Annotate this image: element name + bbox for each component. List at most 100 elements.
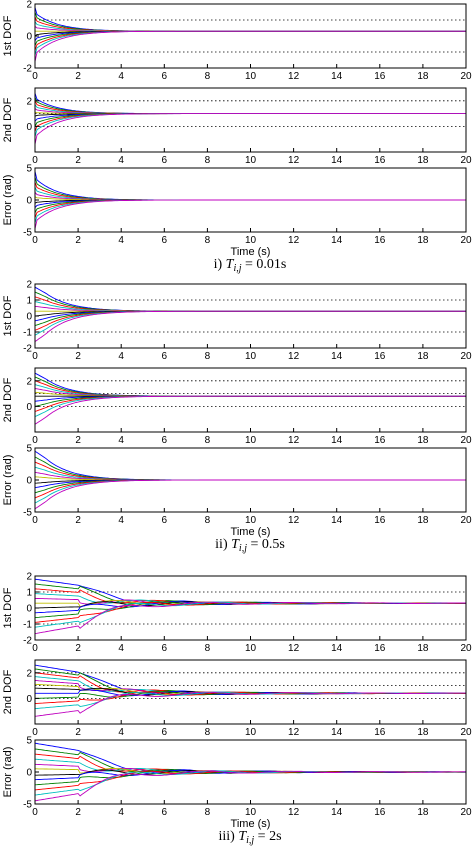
- x-tick-label: 12: [288, 643, 300, 654]
- x-tick-label: 6: [162, 643, 168, 654]
- y-tick-label: 0: [26, 32, 32, 43]
- x-tick-label: 16: [374, 71, 386, 82]
- y-tick-label: 0: [26, 312, 32, 323]
- y-axis-label: 1st DOF: [2, 587, 14, 628]
- x-tick-label: 20: [460, 515, 472, 526]
- x-tick-label: 16: [374, 155, 386, 166]
- x-tick-label: 2: [75, 435, 81, 446]
- series-line: [34, 199, 466, 214]
- x-tick-label: 20: [460, 643, 472, 654]
- series-line: [34, 7, 466, 32]
- x-tick-label: 16: [374, 351, 386, 362]
- x-tick-label: 12: [288, 435, 300, 446]
- x-tick-label: 20: [460, 807, 472, 818]
- x-tick-label: 2: [75, 727, 81, 738]
- y-axis-label: Error (rad): [2, 747, 14, 798]
- y-tick-label: -2: [23, 64, 32, 75]
- x-tick-label: 16: [374, 807, 386, 818]
- x-tick-label: 0: [32, 515, 38, 526]
- series-line: [34, 186, 466, 201]
- y-tick-label: 2: [26, 572, 32, 583]
- x-tick-label: 6: [162, 351, 168, 362]
- x-tick-label: 8: [205, 807, 211, 818]
- x-tick-label: 8: [205, 155, 211, 166]
- x-tick-label: 0: [32, 727, 38, 738]
- x-tick-label: 20: [460, 235, 472, 246]
- panel-caption: iii) Ti,j = 2s: [218, 829, 281, 846]
- y-tick-label: -5: [23, 800, 32, 811]
- x-tick-label: 18: [417, 515, 429, 526]
- x-tick-label: 8: [205, 643, 211, 654]
- series-line: [34, 199, 466, 229]
- x-tick-label: 6: [162, 435, 168, 446]
- series-line: [34, 310, 466, 342]
- x-tick-label: 2: [75, 643, 81, 654]
- x-tick-label: 4: [118, 643, 124, 654]
- x-tick-label: 18: [417, 807, 429, 818]
- x-tick-label: 2: [75, 351, 81, 362]
- x-tick-label: 2: [75, 807, 81, 818]
- series-line: [34, 456, 466, 481]
- y-tick-label: -2: [23, 636, 32, 647]
- x-tick-label: 16: [374, 515, 386, 526]
- x-tick-label: 10: [245, 71, 257, 82]
- x-tick-label: 8: [205, 235, 211, 246]
- y-tick-label: -5: [23, 508, 32, 519]
- y-tick-label: 0: [26, 604, 32, 615]
- x-tick-label: 14: [331, 727, 343, 738]
- x-tick-label: 8: [205, 351, 211, 362]
- series-line: [34, 16, 466, 32]
- y-tick-label: -1: [23, 620, 32, 631]
- x-axis-label: Time (s): [231, 246, 271, 258]
- series-line: [34, 176, 466, 201]
- x-tick-label: 20: [460, 155, 472, 166]
- y-tick-label: -2: [23, 344, 32, 355]
- series-line: [34, 96, 466, 115]
- x-tick-label: 12: [288, 727, 300, 738]
- series-line: [34, 601, 466, 623]
- x-tick-label: 14: [331, 515, 343, 526]
- x-tick-label: 6: [162, 235, 168, 246]
- y-tick-label: 0: [26, 768, 32, 779]
- y-tick-label: 1: [26, 588, 32, 599]
- series-line: [34, 601, 466, 635]
- x-tick-label: 10: [245, 643, 257, 654]
- x-tick-label: 2: [75, 155, 81, 166]
- panel-caption: ii) Ti,j = 0.5s: [215, 537, 285, 554]
- x-tick-label: 4: [118, 515, 124, 526]
- series-line: [34, 479, 466, 510]
- y-axis-label: 2nd DOF: [2, 377, 14, 422]
- y-tick-label: 2: [26, 376, 32, 387]
- x-axis-label: Time (s): [231, 526, 271, 538]
- y-tick-label: 0: [26, 122, 32, 133]
- series-line: [34, 30, 466, 62]
- x-tick-label: 18: [417, 351, 429, 362]
- series-line: [34, 199, 466, 224]
- series-line: [34, 30, 466, 51]
- x-tick-label: 14: [331, 435, 343, 446]
- x-tick-label: 8: [205, 727, 211, 738]
- x-tick-label: 18: [417, 71, 429, 82]
- x-tick-label: 10: [245, 155, 257, 166]
- x-tick-label: 6: [162, 155, 168, 166]
- series-line: [34, 479, 466, 504]
- y-tick-label: 5: [26, 444, 32, 455]
- y-tick-label: 5: [26, 164, 32, 175]
- x-tick-label: 18: [417, 435, 429, 446]
- series-line: [34, 742, 466, 774]
- x-tick-label: 8: [205, 71, 211, 82]
- x-tick-label: 10: [245, 235, 257, 246]
- y-tick-label: -1: [23, 328, 32, 339]
- x-tick-label: 6: [162, 515, 168, 526]
- axes-frame: [34, 575, 467, 641]
- y-tick-label: 5: [26, 736, 32, 747]
- x-tick-label: 18: [417, 235, 429, 246]
- series-line: [34, 113, 466, 132]
- y-axis-label: 1st DOF: [2, 295, 14, 336]
- x-tick-label: 0: [32, 807, 38, 818]
- axes-frame: [34, 367, 467, 433]
